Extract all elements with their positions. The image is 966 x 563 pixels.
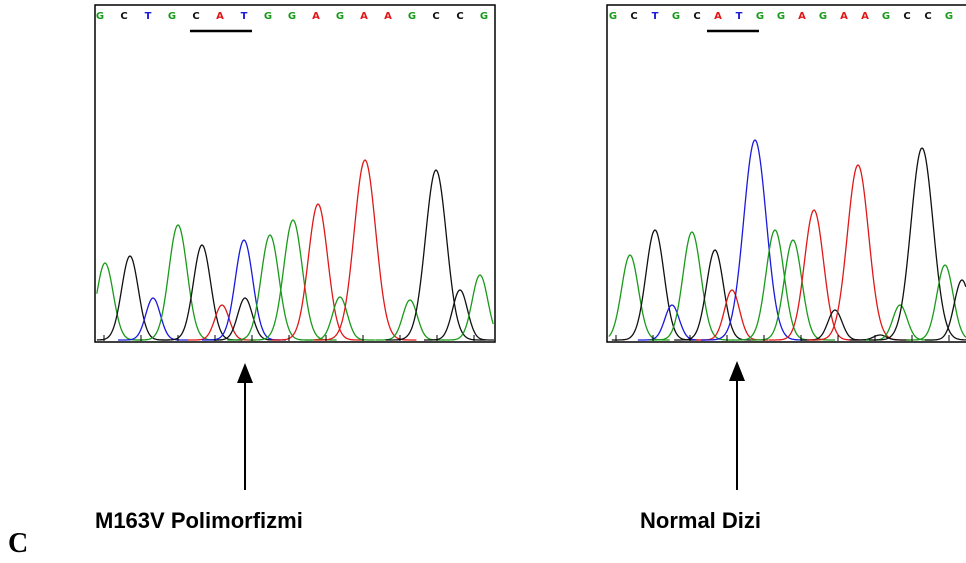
base-letter: G — [882, 11, 890, 22]
base-letter: G — [336, 11, 344, 22]
base-letter: T — [241, 11, 248, 22]
chromatogram-frame — [95, 5, 495, 342]
base-letter: C — [192, 11, 199, 22]
base-letter: C — [924, 11, 931, 22]
base-letter: G — [264, 11, 272, 22]
figure: M163V Polimorfizmi Normal Dizi C G C T G C A T… — [0, 0, 966, 563]
caption: M163V Polimorfizmi — [95, 508, 303, 533]
base-letter: A — [714, 11, 722, 22]
base-letter: C — [456, 11, 463, 22]
figure-label: C — [8, 528, 28, 559]
base-letter: G — [756, 11, 764, 22]
base-letter: A — [840, 11, 848, 22]
base-letter: G — [288, 11, 296, 22]
base-letter: G — [480, 11, 488, 22]
base-letter: C — [120, 11, 127, 22]
base-letter: G — [945, 11, 953, 22]
base-letter: A — [360, 11, 368, 22]
base-letter: G — [672, 11, 680, 22]
base-letter: A — [861, 11, 869, 22]
base-letter: G — [408, 11, 416, 22]
base-letter: A — [312, 11, 320, 22]
base-letter: G — [96, 11, 104, 22]
base-letter: A — [798, 11, 806, 22]
base-letter: A — [384, 11, 392, 22]
base-letter: C — [432, 11, 439, 22]
base-letter: C — [903, 11, 910, 22]
base-letter: G — [609, 11, 617, 22]
base-letter: C — [630, 11, 637, 22]
base-letter: G — [777, 11, 785, 22]
base-letter: A — [216, 11, 224, 22]
base-letter: T — [652, 11, 659, 22]
base-letter: G — [819, 11, 827, 22]
base-letter: C — [693, 11, 700, 22]
base-letter: G — [168, 11, 176, 22]
caption: Normal Dizi — [640, 508, 761, 533]
base-letter: T — [736, 11, 743, 22]
base-letter: T — [145, 11, 152, 22]
